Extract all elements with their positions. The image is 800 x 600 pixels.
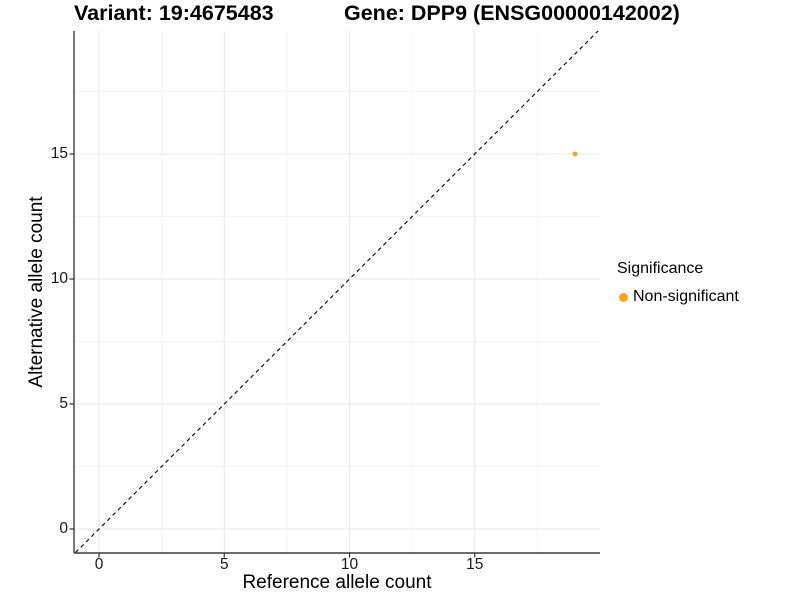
variant-title: Variant: 19:4675483 [74, 1, 274, 25]
y-tick-label: 0 [59, 520, 68, 537]
x-tick-label: 0 [94, 556, 104, 573]
x-tick-label: 10 [340, 556, 359, 573]
legend-item-non-significant: Non-significant [619, 288, 739, 306]
legend-item-label: Non-significant [633, 288, 739, 305]
x-axis-title: Reference allele count [242, 572, 432, 593]
gene-title: Gene: DPP9 (ENSG00000142002) [344, 1, 680, 25]
y-tick-label: 5 [59, 395, 68, 412]
x-tick-label: 5 [219, 556, 229, 573]
y-tick-label: 10 [50, 270, 68, 287]
data-point [572, 151, 578, 157]
identity-line [74, 31, 599, 553]
x-tick-label: 15 [466, 556, 484, 573]
legend-title: Significance [617, 260, 704, 277]
legend-point-icon [619, 292, 628, 302]
y-tick-label: 15 [50, 145, 68, 162]
y-axis-title: Alternative allele count [26, 196, 47, 388]
legend: Significance Non-significant [616, 260, 739, 306]
